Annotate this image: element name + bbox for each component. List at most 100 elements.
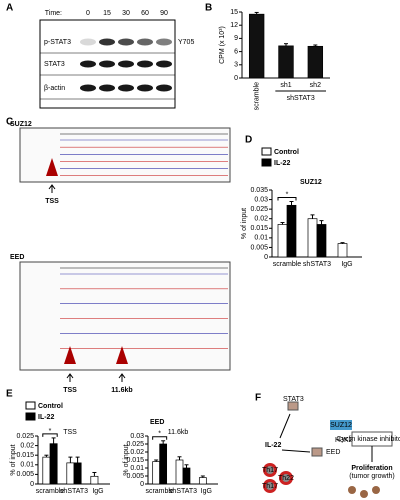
node-label: EED (326, 449, 340, 456)
y-tick-label: 0.015 (126, 457, 144, 464)
band (137, 60, 153, 68)
cell-nucleus (266, 482, 274, 490)
y-tick-label: 0.025 (16, 433, 34, 440)
track-title: SUZ12 (10, 121, 32, 128)
bar (182, 467, 191, 485)
y-tick-label: 0.01 (130, 465, 144, 472)
node-label: SUZ12 (330, 422, 352, 429)
y-axis-label: % of input (241, 208, 248, 239)
bar (175, 459, 184, 485)
node-box (287, 401, 299, 411)
bar (49, 443, 58, 485)
time-label: 0 (86, 10, 90, 17)
node-label: STAT3 (283, 396, 304, 403)
y-tick-label: 0 (234, 75, 238, 82)
y-tick-label: 0.02 (20, 442, 34, 449)
band (137, 38, 153, 46)
band (156, 60, 172, 68)
x-tick-label: sh1 (280, 82, 291, 89)
bar (316, 224, 327, 258)
y-tick-label: 9 (234, 35, 238, 42)
legend-label: Control (38, 403, 63, 410)
blot-row-label: p-STAT3 (44, 39, 71, 46)
bar (198, 477, 207, 485)
cell-nucleus (266, 466, 274, 474)
y-tick-label: 0.005 (250, 244, 268, 251)
node-label: Th22 (278, 475, 294, 482)
band (118, 60, 134, 68)
blot-row-label: β-actin (44, 85, 65, 92)
y-axis-label: CPM (x 10³) (219, 26, 226, 64)
bar (248, 13, 265, 79)
band (118, 38, 134, 46)
x-tick-label: IgG (201, 488, 212, 495)
panel-label: A (6, 3, 13, 14)
band (156, 38, 172, 46)
bar (337, 243, 348, 258)
bar (90, 475, 99, 485)
y-tick-label: 6 (234, 48, 238, 55)
x-tick-label: sh2 (310, 82, 321, 89)
arrow (48, 184, 56, 193)
panel-label: E (6, 389, 13, 400)
bar (42, 456, 51, 485)
cell (360, 490, 368, 498)
y-tick-label: 0.005 (16, 471, 34, 478)
x-tick-label: shSTAT3 (60, 488, 88, 495)
time-label: Time: (45, 10, 62, 17)
significance-label: * (286, 191, 289, 198)
chart-title: EED (150, 419, 164, 426)
band (137, 84, 153, 92)
panel-label: F (255, 393, 261, 404)
y-axis-label: % of input (123, 444, 130, 475)
legend-label: Control (274, 149, 299, 156)
y-tick-label: 0.015 (250, 225, 268, 232)
node-box (311, 447, 323, 457)
chart-subtitle: 11.6kb (168, 429, 189, 436)
y-tick-label: 0 (30, 481, 34, 488)
y-tick-label: 0.025 (126, 441, 144, 448)
node-label: Proliferation (351, 465, 392, 472)
significance-bracket (42, 433, 58, 437)
time-label: 30 (122, 10, 130, 17)
bar (152, 461, 161, 485)
y-tick-label: 0.01 (254, 235, 268, 242)
chart-subtitle: TSS (63, 429, 77, 436)
arrow (118, 373, 126, 382)
y-tick-label: 0.035 (250, 187, 268, 194)
band (80, 60, 96, 68)
legend-swatch (25, 401, 36, 410)
time-label: 90 (160, 10, 168, 17)
y-tick-label: 0.02 (254, 216, 268, 223)
peak (46, 158, 58, 176)
node-label: Th17 (262, 483, 278, 490)
y-tick-label: 12 (230, 22, 238, 29)
time-label: 60 (141, 10, 149, 17)
node-label: Cyclin kinase inhibitors (336, 436, 400, 443)
x-tick-label: scramble (273, 261, 302, 268)
cell (348, 486, 356, 494)
band (99, 84, 115, 92)
legend-swatch (25, 412, 36, 421)
node-label: IL-22 (265, 442, 281, 449)
y-tick-label: 0.015 (16, 452, 34, 459)
panel-label: C (6, 117, 13, 128)
cell (372, 486, 380, 494)
y-tick-label: 0 (264, 254, 268, 261)
x-tick-label: IgG (341, 261, 352, 268)
arrow (66, 373, 74, 382)
x-tick-label: shSTAT3 (169, 488, 197, 495)
significance-bracket (152, 436, 168, 440)
y-axis-label: % of input (10, 444, 17, 475)
band (118, 84, 134, 92)
y-tick-label: 0.03 (130, 433, 144, 440)
legend-label: IL-22 (38, 414, 54, 421)
significance-label: * (49, 428, 52, 435)
node-box (330, 420, 352, 430)
band (99, 60, 115, 68)
cell-nucleus (282, 474, 290, 482)
bar (73, 462, 82, 485)
x-tick-label: scramble (36, 488, 65, 495)
y-tick-label: 0 (140, 481, 144, 488)
